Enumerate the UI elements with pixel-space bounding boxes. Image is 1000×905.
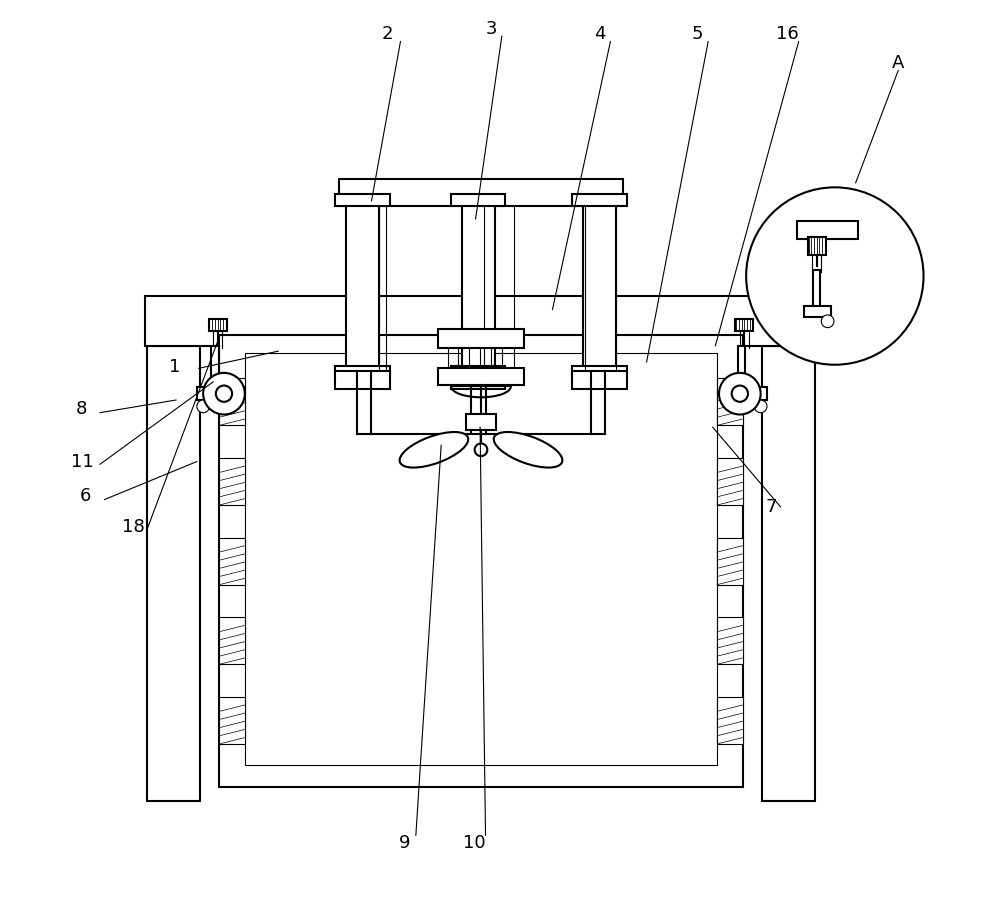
Bar (346, 204, 379, 371)
Bar (804, 306, 831, 317)
Text: 7: 7 (766, 498, 777, 516)
Text: 9: 9 (399, 834, 411, 853)
Bar (219, 335, 743, 787)
Bar (572, 371, 627, 389)
Bar (335, 371, 390, 389)
Bar (245, 353, 717, 765)
Circle shape (475, 443, 487, 456)
Bar (219, 697, 245, 744)
Bar (219, 458, 245, 505)
Bar (451, 371, 505, 389)
Bar (717, 538, 743, 585)
Text: 8: 8 (76, 400, 88, 418)
Bar (717, 617, 743, 664)
Bar (335, 194, 390, 206)
Bar (219, 617, 245, 664)
Circle shape (754, 400, 767, 413)
Circle shape (203, 373, 245, 414)
Text: 2: 2 (381, 25, 393, 43)
Bar (813, 270, 820, 308)
Text: 10: 10 (463, 834, 486, 853)
Bar (572, 366, 627, 376)
Bar (451, 366, 505, 376)
Bar (145, 296, 817, 346)
Bar (717, 458, 743, 505)
Text: 18: 18 (122, 518, 145, 536)
Bar (717, 378, 743, 425)
Circle shape (197, 400, 209, 413)
Text: 6: 6 (80, 487, 91, 505)
Text: 5: 5 (692, 25, 703, 43)
Circle shape (732, 386, 748, 402)
Text: 4: 4 (594, 25, 605, 43)
Bar (438, 329, 524, 348)
Bar (731, 387, 767, 400)
Bar (219, 378, 245, 425)
Bar (219, 538, 245, 585)
Circle shape (746, 187, 924, 365)
Bar (438, 368, 524, 385)
Bar (209, 319, 227, 331)
Bar (808, 237, 826, 255)
Bar (738, 346, 745, 389)
Bar (717, 697, 743, 744)
Circle shape (216, 386, 232, 402)
Bar (339, 179, 623, 206)
Bar (735, 319, 753, 331)
Text: 3: 3 (485, 20, 497, 38)
Bar (335, 366, 390, 376)
Bar (797, 221, 858, 239)
Circle shape (719, 373, 761, 414)
Bar (211, 346, 219, 389)
Bar (583, 204, 616, 371)
Circle shape (821, 315, 834, 328)
Bar (466, 414, 496, 430)
Bar (451, 194, 505, 206)
Text: 11: 11 (71, 452, 93, 471)
Bar (762, 344, 815, 801)
Ellipse shape (400, 432, 468, 468)
Bar (197, 387, 233, 400)
Text: A: A (892, 54, 904, 72)
Bar (572, 194, 627, 206)
Bar (462, 204, 495, 371)
Text: 16: 16 (776, 25, 799, 43)
Text: 1: 1 (169, 357, 180, 376)
Bar (147, 344, 200, 801)
Ellipse shape (494, 432, 562, 468)
